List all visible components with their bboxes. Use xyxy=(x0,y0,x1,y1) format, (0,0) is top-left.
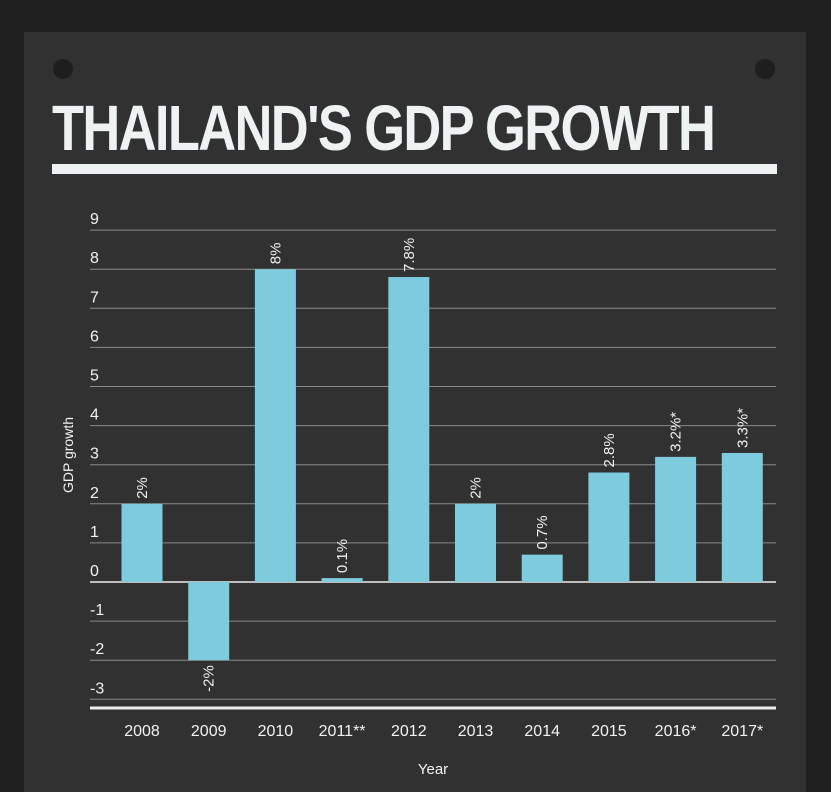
bar xyxy=(655,456,697,582)
x-tick-label: 2012 xyxy=(391,723,427,740)
x-tick-label: 2016* xyxy=(655,723,697,740)
y-tick-label: 3 xyxy=(90,446,99,463)
data-label: 3.2%* xyxy=(668,412,685,452)
bar xyxy=(121,503,163,582)
bar xyxy=(188,582,230,661)
x-tick-label: 2008 xyxy=(124,723,160,740)
x-tick-label: 2014 xyxy=(524,723,560,740)
data-label: 3.3%* xyxy=(734,408,751,448)
y-tick-label: 1 xyxy=(90,524,99,541)
bar xyxy=(388,277,430,582)
data-label: -2% xyxy=(201,665,218,692)
bar xyxy=(588,472,630,582)
y-tick-label: -2 xyxy=(90,641,104,658)
y-tick-label: 6 xyxy=(90,328,99,345)
x-tick-label: 2011** xyxy=(319,723,366,740)
y-tick-label: 5 xyxy=(90,368,99,385)
x-tick-label: 2015 xyxy=(591,723,627,740)
bar xyxy=(721,452,763,582)
pin-hole-left xyxy=(53,59,73,79)
data-label: 2% xyxy=(134,477,151,499)
y-tick-label: -1 xyxy=(90,602,104,619)
bar xyxy=(254,269,296,582)
data-label: 2.8% xyxy=(601,433,618,467)
chart-title: THAILAND'S GDP GROWTH xyxy=(52,92,716,164)
y-tick-label: 8 xyxy=(90,250,99,267)
data-label: 0.1% xyxy=(334,539,351,573)
y-tick-label: 4 xyxy=(90,407,99,424)
bar xyxy=(321,578,363,582)
y-tick-label: -3 xyxy=(90,680,104,697)
pin-hole-right xyxy=(755,59,775,79)
data-label: 0.7% xyxy=(534,515,551,549)
x-tick-label: 2010 xyxy=(258,723,294,740)
bar xyxy=(455,503,496,582)
title-underline xyxy=(52,164,777,174)
x-axis-label: Year xyxy=(418,761,448,778)
y-tick-label: 7 xyxy=(90,289,99,306)
data-label: 7.8% xyxy=(401,238,418,272)
data-label: 2% xyxy=(468,477,485,499)
y-tick-label: 0 xyxy=(90,563,99,580)
bar xyxy=(521,554,563,582)
y-tick-label: 9 xyxy=(90,211,99,228)
x-tick-label: 2017* xyxy=(721,723,763,740)
data-label: 8% xyxy=(267,243,284,265)
x-tick-label: 2009 xyxy=(191,723,227,740)
x-tick-label: 2013 xyxy=(458,723,494,740)
y-tick-label: 2 xyxy=(90,485,99,502)
y-axis-label: GDP growth xyxy=(60,417,76,493)
